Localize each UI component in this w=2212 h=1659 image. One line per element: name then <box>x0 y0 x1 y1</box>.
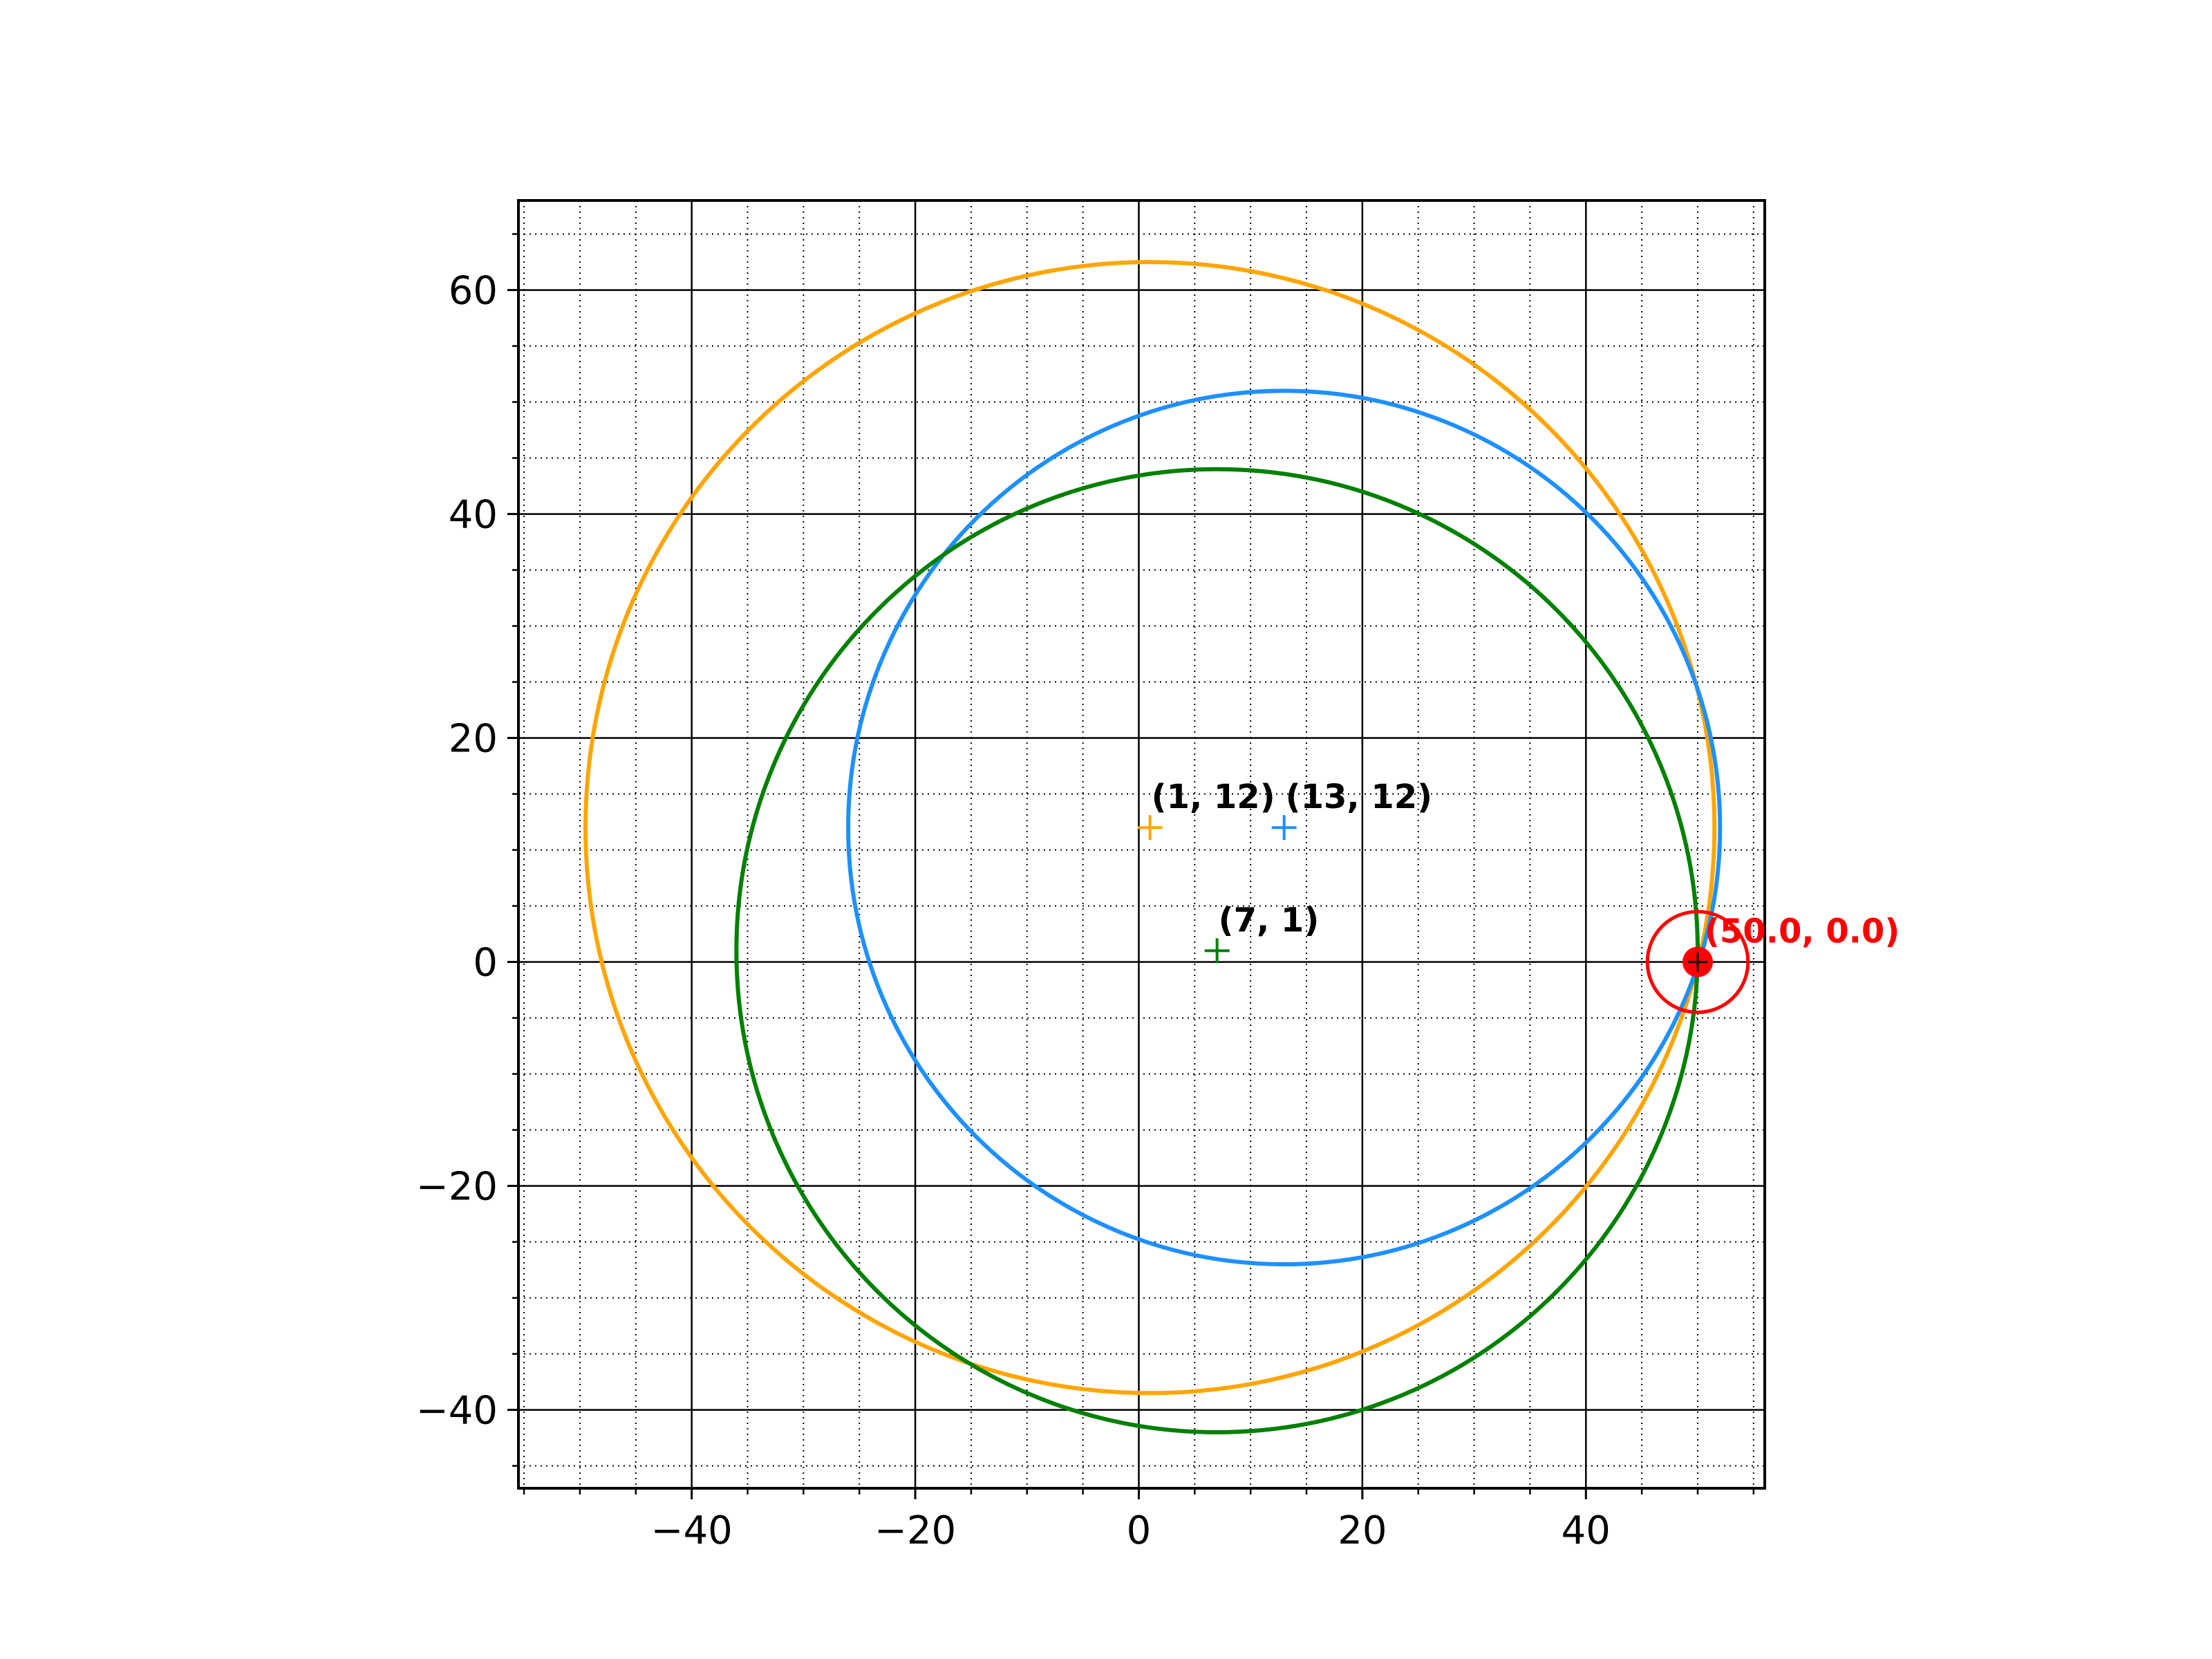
center-label: (7, 1) <box>1219 901 1320 939</box>
highlight-label: (50.0, 0.0) <box>1705 912 1900 951</box>
y-tick-label: 20 <box>449 717 498 762</box>
x-tick-label: 0 <box>1127 1508 1152 1553</box>
circle-curve <box>846 388 1723 1266</box>
x-tick-label: −20 <box>874 1508 956 1553</box>
y-tick-label: 0 <box>473 941 498 986</box>
x-tick-label: 20 <box>1338 1508 1387 1553</box>
highlight-ring <box>1645 910 1750 1014</box>
center-label: (1, 12) <box>1152 778 1275 816</box>
y-tick-label: −40 <box>416 1389 498 1434</box>
y-tick-label: 40 <box>449 493 498 538</box>
axes-frame <box>517 199 1766 1490</box>
x-tick-label: −40 <box>651 1508 733 1553</box>
axis-ticks: −40 −20 0 20 40 −40 −20 0 20 40 60 <box>416 233 1755 1553</box>
annotations: (1, 12) (13, 12) (7, 1) (50.0, 0.0) <box>1152 778 1900 1014</box>
y-tick-label: −20 <box>416 1165 498 1210</box>
center-label: (13, 12) <box>1286 778 1432 816</box>
y-tick-label: 60 <box>449 269 498 314</box>
x-tick-label: 40 <box>1562 1508 1611 1553</box>
circle-curve <box>583 260 1717 1396</box>
